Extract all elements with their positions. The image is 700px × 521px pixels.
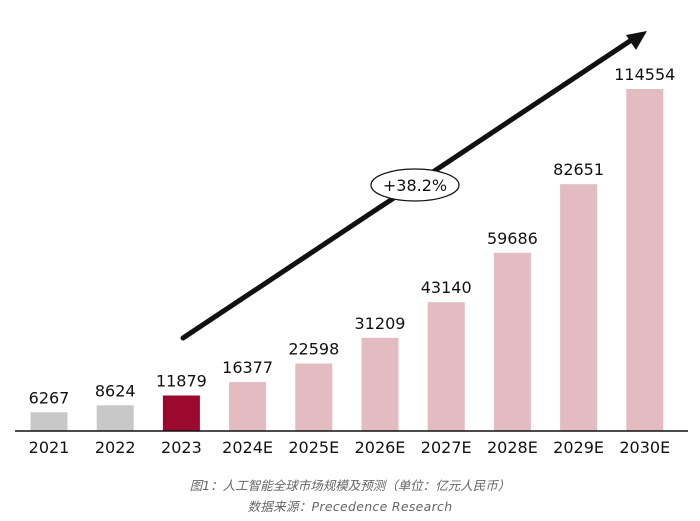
bar-2025E bbox=[295, 363, 333, 431]
source-caption: 数据来源：Precedence Research bbox=[247, 499, 453, 514]
bar-2028E bbox=[493, 252, 531, 431]
x-tick-2024E: 2024E bbox=[222, 438, 273, 457]
value-label-2027E: 43140 bbox=[421, 278, 472, 297]
trend-arrowhead bbox=[626, 31, 647, 50]
value-label-2024E: 16377 bbox=[222, 358, 273, 377]
value-labels-group: 6267 8624 11879 16377 22598 31209 43140 59686 82… bbox=[29, 65, 676, 407]
bar-2026E bbox=[361, 337, 399, 431]
growth-rate-ellipse bbox=[370, 168, 460, 202]
bar-2029E bbox=[560, 184, 598, 431]
bar-2027E bbox=[427, 302, 465, 431]
x-tick-2028E: 2028E bbox=[487, 438, 538, 457]
x-tick-2023: 2023 bbox=[161, 438, 202, 457]
x-tick-2022: 2022 bbox=[95, 438, 136, 457]
x-tick-2026E: 2026E bbox=[355, 438, 406, 457]
bar-2030E bbox=[626, 89, 664, 431]
x-tick-2021: 2021 bbox=[29, 438, 70, 457]
value-label-2025E: 22598 bbox=[288, 340, 339, 359]
figure-caption: 图1：人工智能全球市场规模及预测（单位：亿元人民币） bbox=[189, 478, 511, 493]
growth-rate-label: +38.2% bbox=[383, 176, 447, 195]
bar-2023 bbox=[162, 395, 200, 431]
bar-2024E bbox=[229, 382, 267, 431]
value-label-2023: 11879 bbox=[156, 372, 207, 391]
value-label-2021: 6267 bbox=[29, 388, 70, 407]
x-tick-2027E: 2027E bbox=[421, 438, 472, 457]
bars-group bbox=[30, 89, 664, 431]
x-tick-labels-group: 2021 2022 2023 2024E 2025E 2026E 2027E 2028E 202… bbox=[29, 438, 671, 457]
bar-2021 bbox=[30, 412, 68, 431]
bar-chart: 6267 8624 11879 16377 22598 31209 43140 59686 82… bbox=[15, 31, 688, 457]
x-tick-2029E: 2029E bbox=[553, 438, 604, 457]
growth-trend-arrow: +38.2% bbox=[180, 31, 647, 341]
x-tick-2030E: 2030E bbox=[619, 438, 670, 457]
value-label-2022: 8624 bbox=[95, 381, 136, 400]
value-label-2029E: 82651 bbox=[553, 160, 604, 179]
x-tick-2025E: 2025E bbox=[288, 438, 339, 457]
value-label-2028E: 59686 bbox=[487, 229, 538, 248]
value-label-2026E: 31209 bbox=[355, 314, 406, 333]
bar-2022 bbox=[96, 405, 134, 431]
value-label-2030E: 114554 bbox=[614, 65, 675, 84]
